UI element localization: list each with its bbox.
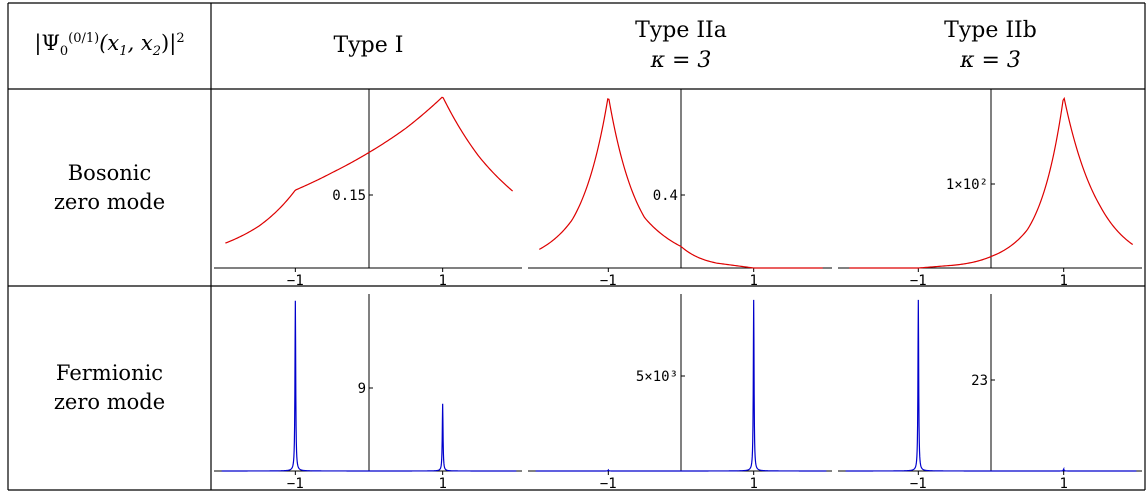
row-label-fermionic: Fermionic zero mode xyxy=(8,286,211,490)
column-header-line2: κ = 3 xyxy=(960,48,1021,73)
x-tick-label: −1 xyxy=(287,476,304,492)
series-line xyxy=(535,299,827,472)
y-tick-label: 5×10³ xyxy=(636,369,678,385)
x-tick-label: −1 xyxy=(910,273,927,289)
x-tick-label: 1 xyxy=(749,476,757,492)
x-tick-label: 1 xyxy=(438,476,446,492)
x-tick-label: −1 xyxy=(910,476,927,492)
x-tick-label: −1 xyxy=(287,273,304,289)
column-header-line2: κ = 3 xyxy=(650,48,712,73)
row-label-bosonic: Bosonic zero mode xyxy=(8,89,211,286)
x-tick-label: 1 xyxy=(749,273,757,289)
x-tick-label: 1 xyxy=(438,273,446,289)
series-line xyxy=(849,96,1134,269)
column-header-line1: Type I xyxy=(333,33,404,58)
probability-density-formula: |Ψ0(0/1)(x1, x2)|2 xyxy=(34,31,185,60)
series-line xyxy=(225,96,514,244)
series-line xyxy=(221,300,517,472)
row-label-line1: Fermionic xyxy=(55,361,164,385)
y-tick-label: 23 xyxy=(971,373,988,389)
y-tick-label: 1×10² xyxy=(946,177,988,193)
x-tick-label: 1 xyxy=(1059,476,1067,492)
y-tick-label: 9 xyxy=(358,381,366,397)
x-tick-label: 1 xyxy=(1059,273,1067,289)
y-tick-label: 0.4 xyxy=(653,188,678,204)
column-header-type-iia: Type IIa κ = 3 xyxy=(526,3,836,89)
column-header-type-iib: Type IIb κ = 3 xyxy=(836,3,1145,89)
series-line xyxy=(845,299,1137,472)
y-tick-label: 0.15 xyxy=(332,188,366,204)
series-line xyxy=(538,98,823,269)
corner-header: |Ψ0(0/1)(x1, x2)|2 xyxy=(8,3,211,89)
column-header-line1: Type IIa xyxy=(635,18,727,43)
x-tick-label: −1 xyxy=(600,273,617,289)
column-header-line1: Type IIb xyxy=(944,18,1037,43)
x-tick-label: −1 xyxy=(600,476,617,492)
row-label-line2: zero mode xyxy=(53,189,166,214)
column-header-type-i: Type I xyxy=(211,3,526,89)
row-label-line1: Bosonic xyxy=(67,160,152,185)
row-label-line2: zero mode xyxy=(53,390,166,414)
